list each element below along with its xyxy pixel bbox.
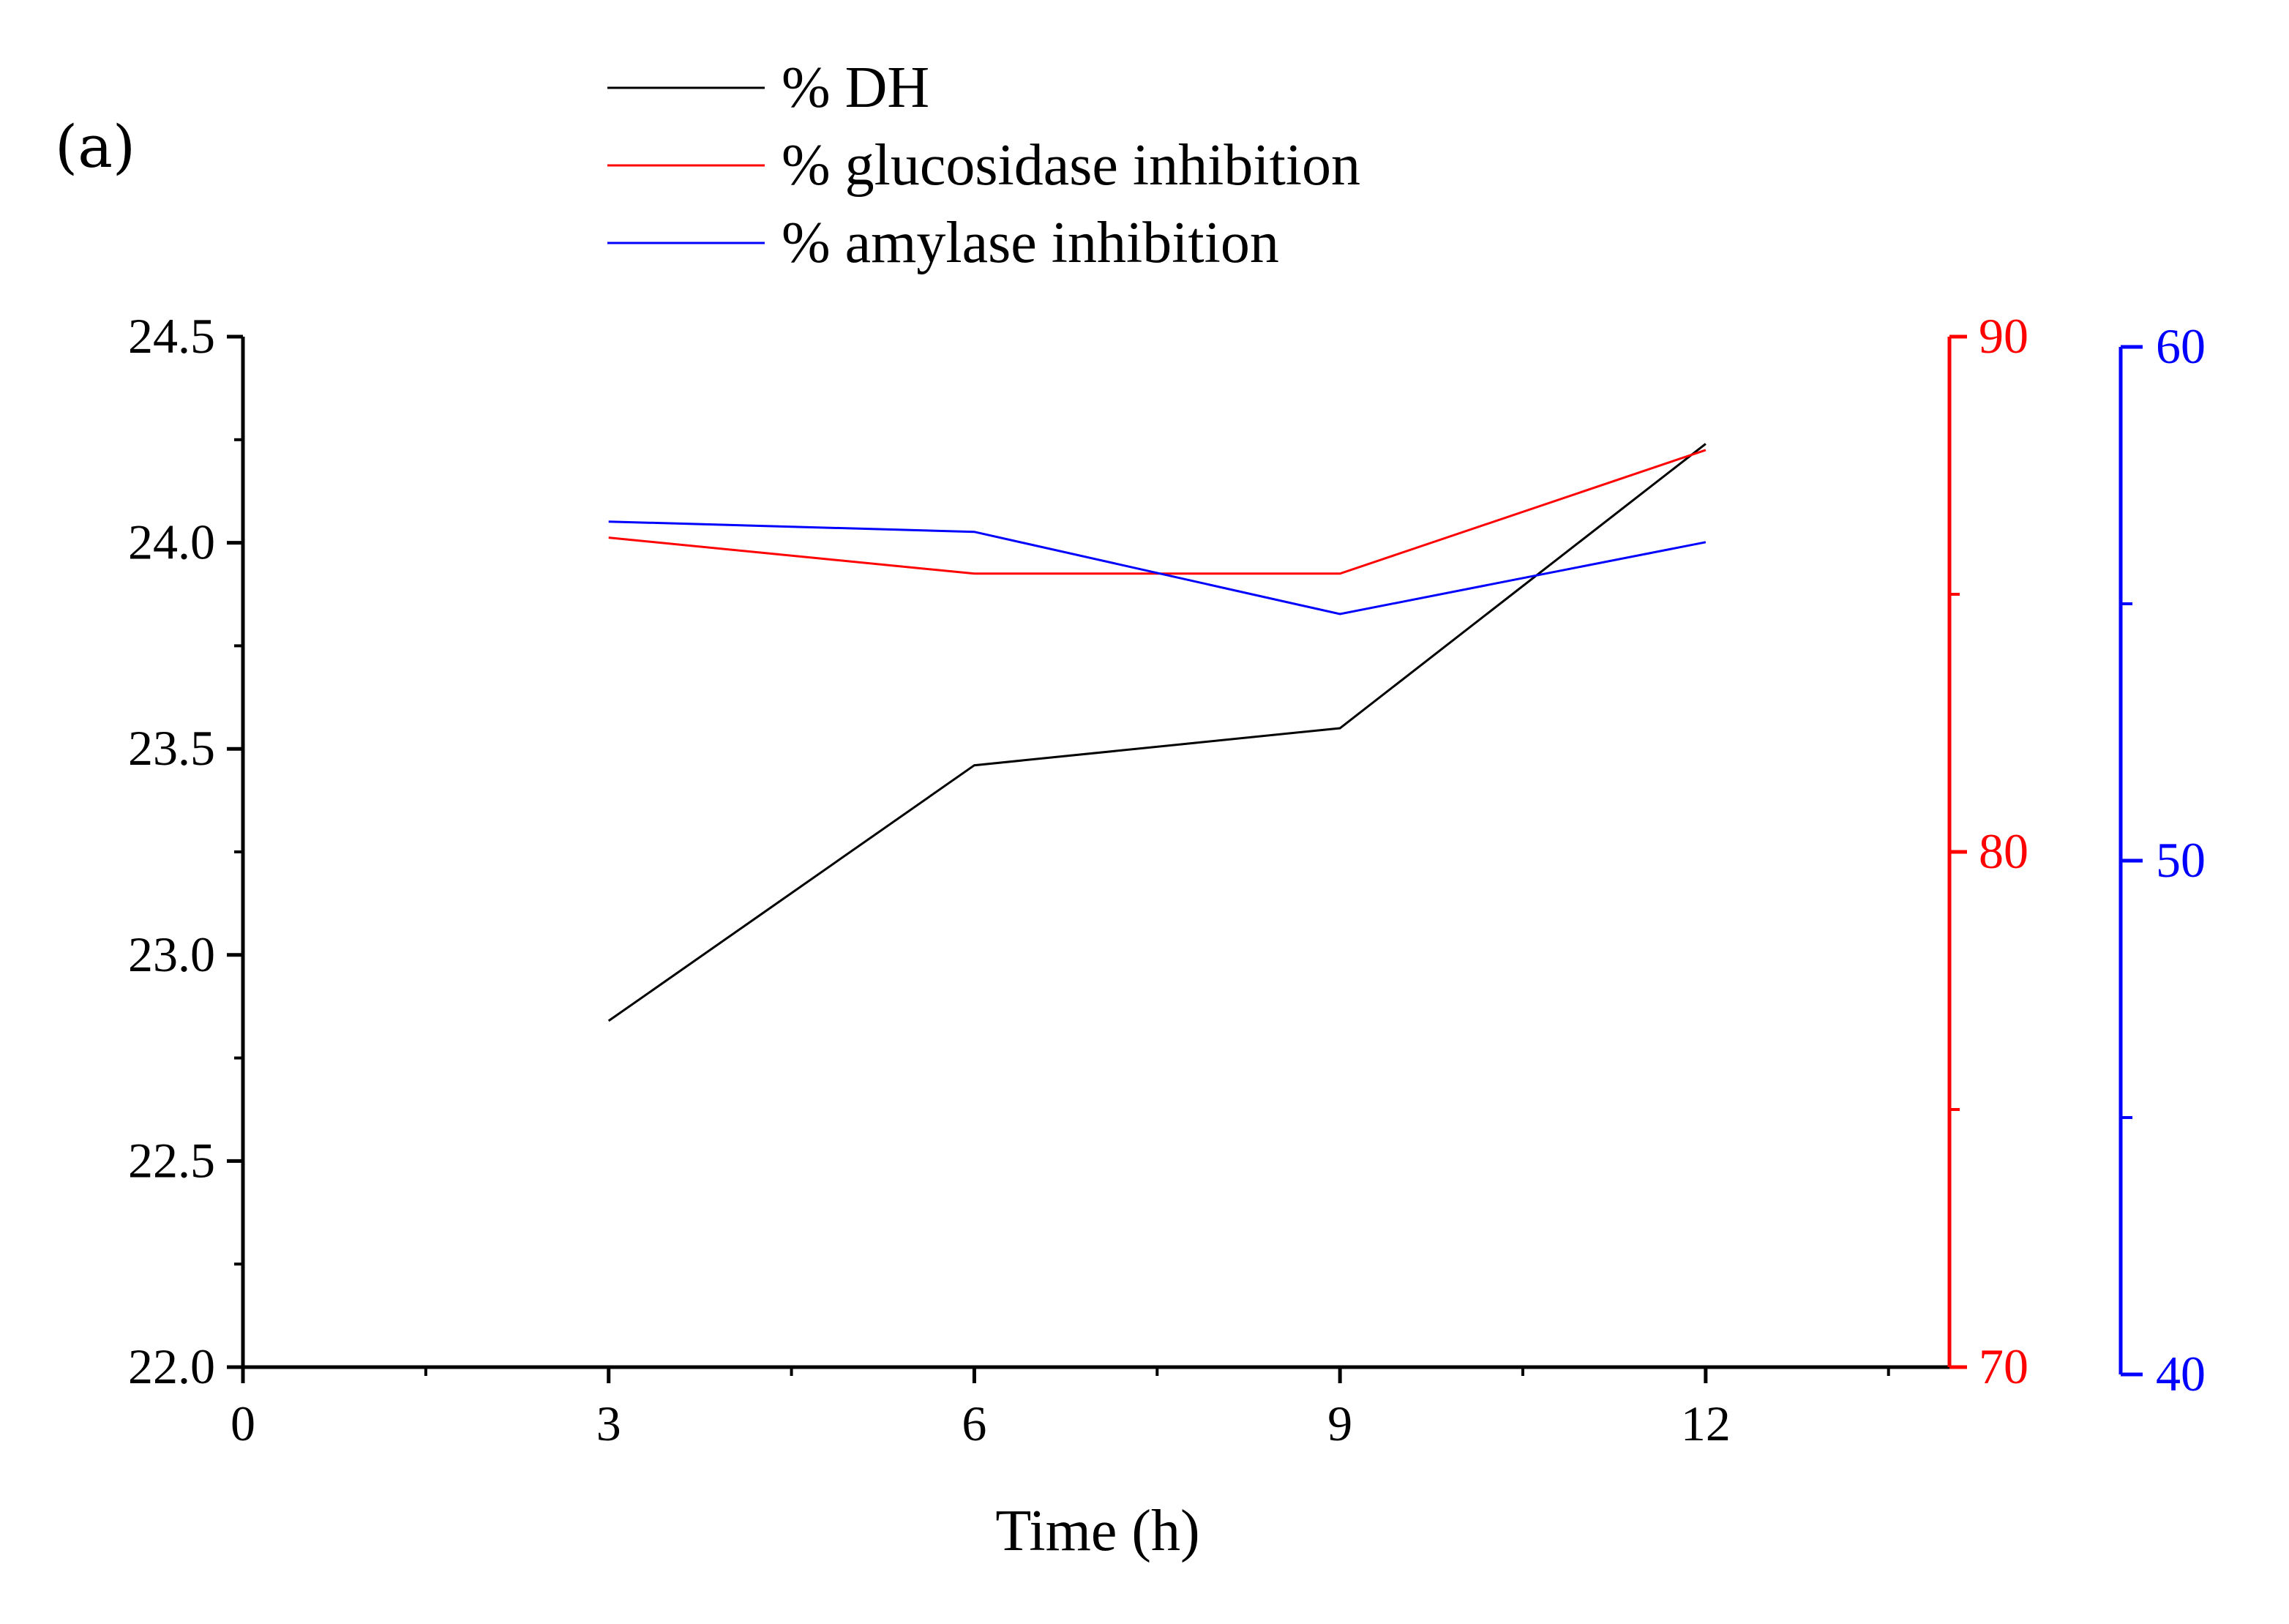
left-tick-label: 24.5 xyxy=(128,308,215,364)
series-line-glucosidase xyxy=(608,449,1707,575)
left-tick-label: 23.5 xyxy=(128,720,215,776)
x-axis-label: Time (h) xyxy=(995,1499,1199,1563)
x-tick-label: 9 xyxy=(1327,1396,1352,1451)
left-tick-label: 22.5 xyxy=(128,1132,215,1188)
series-line-dh xyxy=(607,443,1707,1022)
x-tick-label: 3 xyxy=(596,1396,621,1451)
plot-area xyxy=(607,443,1707,1022)
left-tick-label: 22.0 xyxy=(128,1339,215,1394)
red-tick-label: 80 xyxy=(1979,823,2028,879)
legend-label: % DH xyxy=(782,56,929,120)
panel-label: (a) xyxy=(55,113,135,181)
blue-tick-label: 40 xyxy=(2156,1346,2206,1402)
blue-tick-label: 50 xyxy=(2156,832,2206,888)
x-tick-label: 12 xyxy=(1681,1396,1731,1451)
x-tick-label: 0 xyxy=(231,1396,255,1451)
legend: % DH % glucosidase inhibition % amylase in… xyxy=(607,56,1360,275)
left-tick-label: 24.0 xyxy=(128,514,215,570)
axes: 22.0 22.5 23.0 23.5 24.0 24.5 0 3 6 9 12 70 80 90 40 50… xyxy=(128,308,2206,1451)
blue-tick-label: 60 xyxy=(2156,318,2206,374)
legend-label: % glucosidase inhibition xyxy=(782,133,1360,198)
legend-label: % amylase inhibition xyxy=(782,211,1279,275)
series-line-amylase xyxy=(608,520,1707,615)
red-tick-label: 90 xyxy=(1979,308,2028,364)
x-tick-label: 6 xyxy=(962,1396,986,1451)
left-tick-label: 23.0 xyxy=(128,927,215,982)
red-tick-label: 70 xyxy=(1979,1339,2028,1394)
